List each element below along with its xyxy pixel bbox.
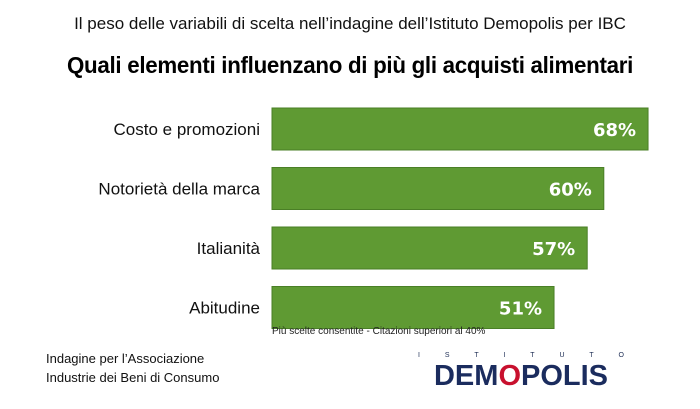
logo-letter: I	[418, 352, 420, 359]
chart-title: Quali elementi influenzano di più gli ac…	[66, 52, 634, 78]
bar	[271, 167, 605, 210]
value-label: 60%	[549, 180, 592, 201]
logo-letter: T	[530, 352, 535, 359]
logo-wordmark-accent: O	[498, 360, 521, 392]
demopolis-logo: I S T I T U T O DEMOPOLIS	[418, 352, 624, 392]
bar	[271, 107, 649, 151]
logo-letter: O	[618, 352, 624, 359]
category-label: Italianità	[197, 239, 261, 258]
footer-credit: Indagine per l’Associazione Industrie de…	[46, 349, 219, 387]
logo-wordmark-end: POLIS	[521, 360, 609, 392]
logo-letter: T	[474, 352, 479, 359]
chart-note: Più scelte consentite - Citazioni superi…	[272, 326, 486, 337]
category-label: Costo e promozioni	[114, 120, 260, 139]
value-label: 57%	[532, 239, 575, 260]
bar	[271, 226, 588, 270]
category-label: Notorietà della marca	[98, 180, 260, 199]
logo-istituto-letters: I S T I T U T O	[418, 352, 624, 359]
logo-wordmark-start: DEM	[433, 360, 499, 392]
logo-letter: I	[503, 352, 506, 359]
value-label: 51%	[499, 299, 542, 320]
category-label: Abitudine	[189, 299, 260, 318]
footer-credit-line-2: Industrie dei Beni di Consumo	[46, 370, 220, 385]
logo-letter: S	[444, 352, 450, 359]
logo-letter: T	[589, 352, 594, 359]
value-label: 68%	[593, 120, 636, 141]
bar	[271, 286, 555, 329]
logo-wordmark: DEMOPOLIS	[418, 360, 624, 393]
chart-subtitle: Il peso delle variabili di scelta nell’i…	[74, 14, 626, 33]
logo-letter: U	[559, 352, 565, 359]
footer-credit-line-1: Indagine per l’Associazione	[46, 351, 205, 366]
